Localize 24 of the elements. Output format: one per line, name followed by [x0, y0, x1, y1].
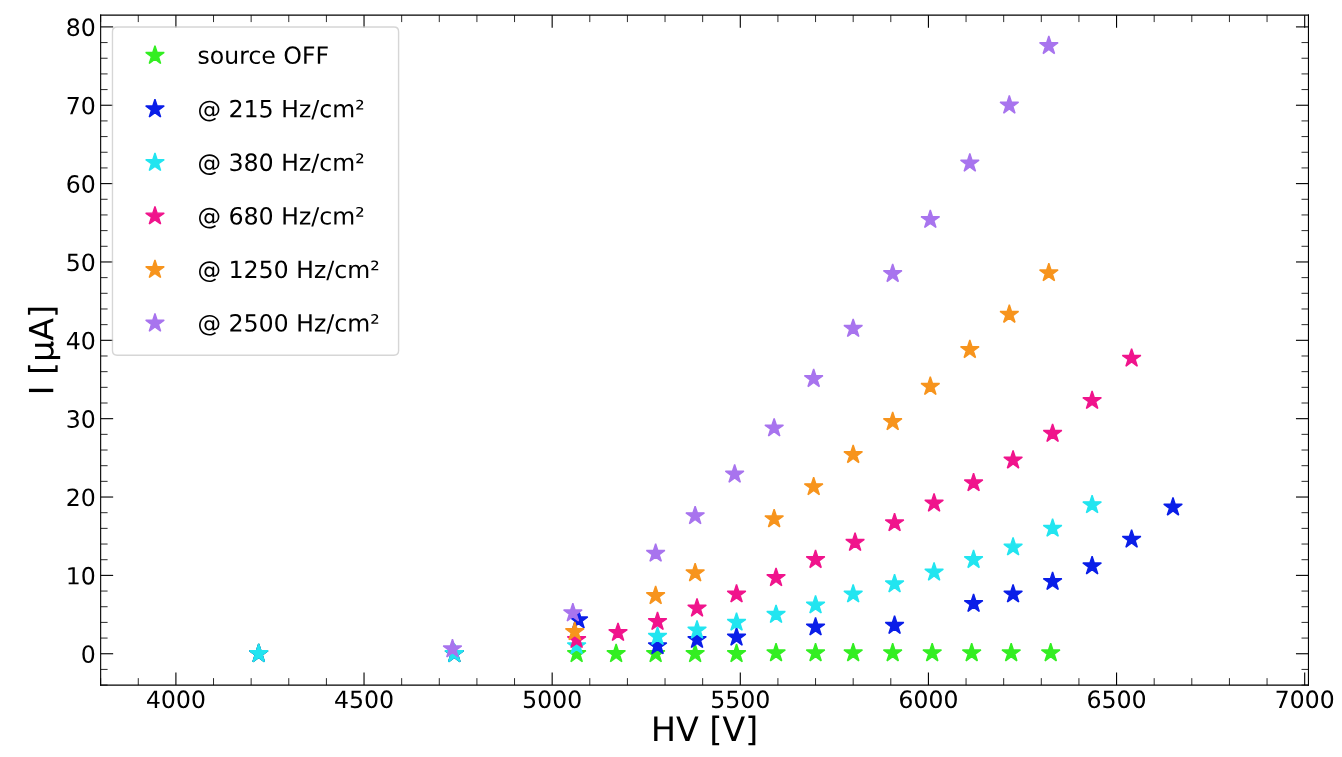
legend-label: @ 1250 Hz/cm²	[199, 260, 379, 283]
y-tick-label: 0	[82, 645, 95, 664]
legend-label: @ 2500 Hz/cm²	[199, 313, 379, 336]
y-tick-label: 60	[67, 175, 95, 193]
y-tick-label: 80	[67, 18, 95, 37]
legend-label: @ 380 Hz/cm²	[199, 153, 364, 175]
x-tick-label: 4500	[335, 690, 393, 709]
y-tick-label: 30	[67, 410, 95, 428]
y-tick-label: 40	[66, 331, 95, 350]
legend-label: @ 680 Hz/cm²	[199, 206, 364, 229]
x-axis-title: HV [V]	[654, 715, 756, 746]
y-tick-label: 20	[67, 488, 95, 507]
x-tick-label: 4000	[147, 690, 205, 709]
x-tick-label: 6500	[1088, 690, 1146, 709]
x-tick-label: 5500	[712, 690, 769, 709]
y-tick-label: 70	[67, 96, 95, 115]
y-axis-title: I [μA]	[27, 307, 61, 393]
x-tick-label: 5000	[523, 690, 581, 709]
legend-label: @ 215 Hz/cm²	[199, 99, 364, 122]
y-tick-label: 50	[67, 253, 95, 272]
y-tick-label: 10	[68, 566, 95, 585]
legend-label: source OFF	[198, 46, 328, 65]
x-tick-label: 6000	[900, 690, 957, 709]
x-tick-label: 7000	[1276, 690, 1334, 709]
